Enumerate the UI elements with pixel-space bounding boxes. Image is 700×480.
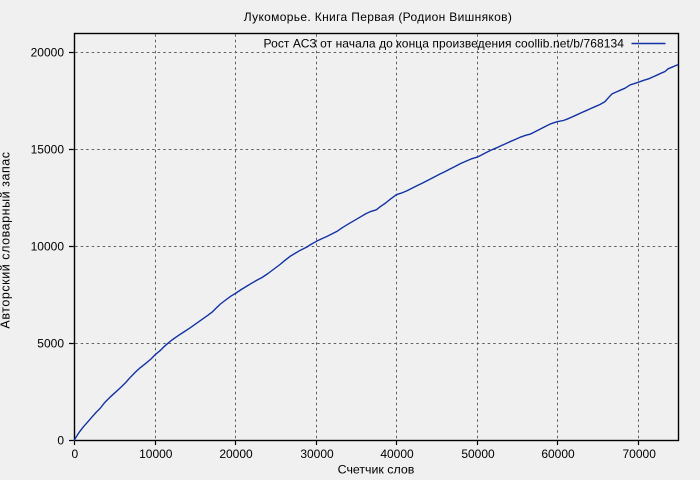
svg-text:0: 0	[71, 447, 78, 461]
svg-text:10000: 10000	[31, 239, 65, 253]
svg-text:70000: 70000	[623, 447, 657, 461]
svg-text:5000: 5000	[37, 336, 64, 350]
svg-text:10000: 10000	[139, 447, 173, 461]
svg-text:Авторский словарный запас: Авторский словарный запас	[0, 151, 13, 328]
svg-text:Лукоморье. Книга Первая (Родио: Лукоморье. Книга Первая (Родион Вишняков…	[244, 10, 512, 24]
svg-text:20000: 20000	[31, 45, 65, 59]
svg-text:Счетчик слов: Счетчик слов	[338, 463, 415, 477]
svg-text:20000: 20000	[219, 447, 253, 461]
svg-text:40000: 40000	[380, 447, 414, 461]
svg-text:60000: 60000	[541, 447, 575, 461]
svg-text:30000: 30000	[300, 447, 334, 461]
svg-text:50000: 50000	[461, 447, 495, 461]
svg-text:0: 0	[57, 433, 64, 447]
svg-text:Рост АСЗ от начала до конца пр: Рост АСЗ от начала до конца произведения…	[264, 36, 625, 50]
svg-text:15000: 15000	[31, 142, 65, 156]
